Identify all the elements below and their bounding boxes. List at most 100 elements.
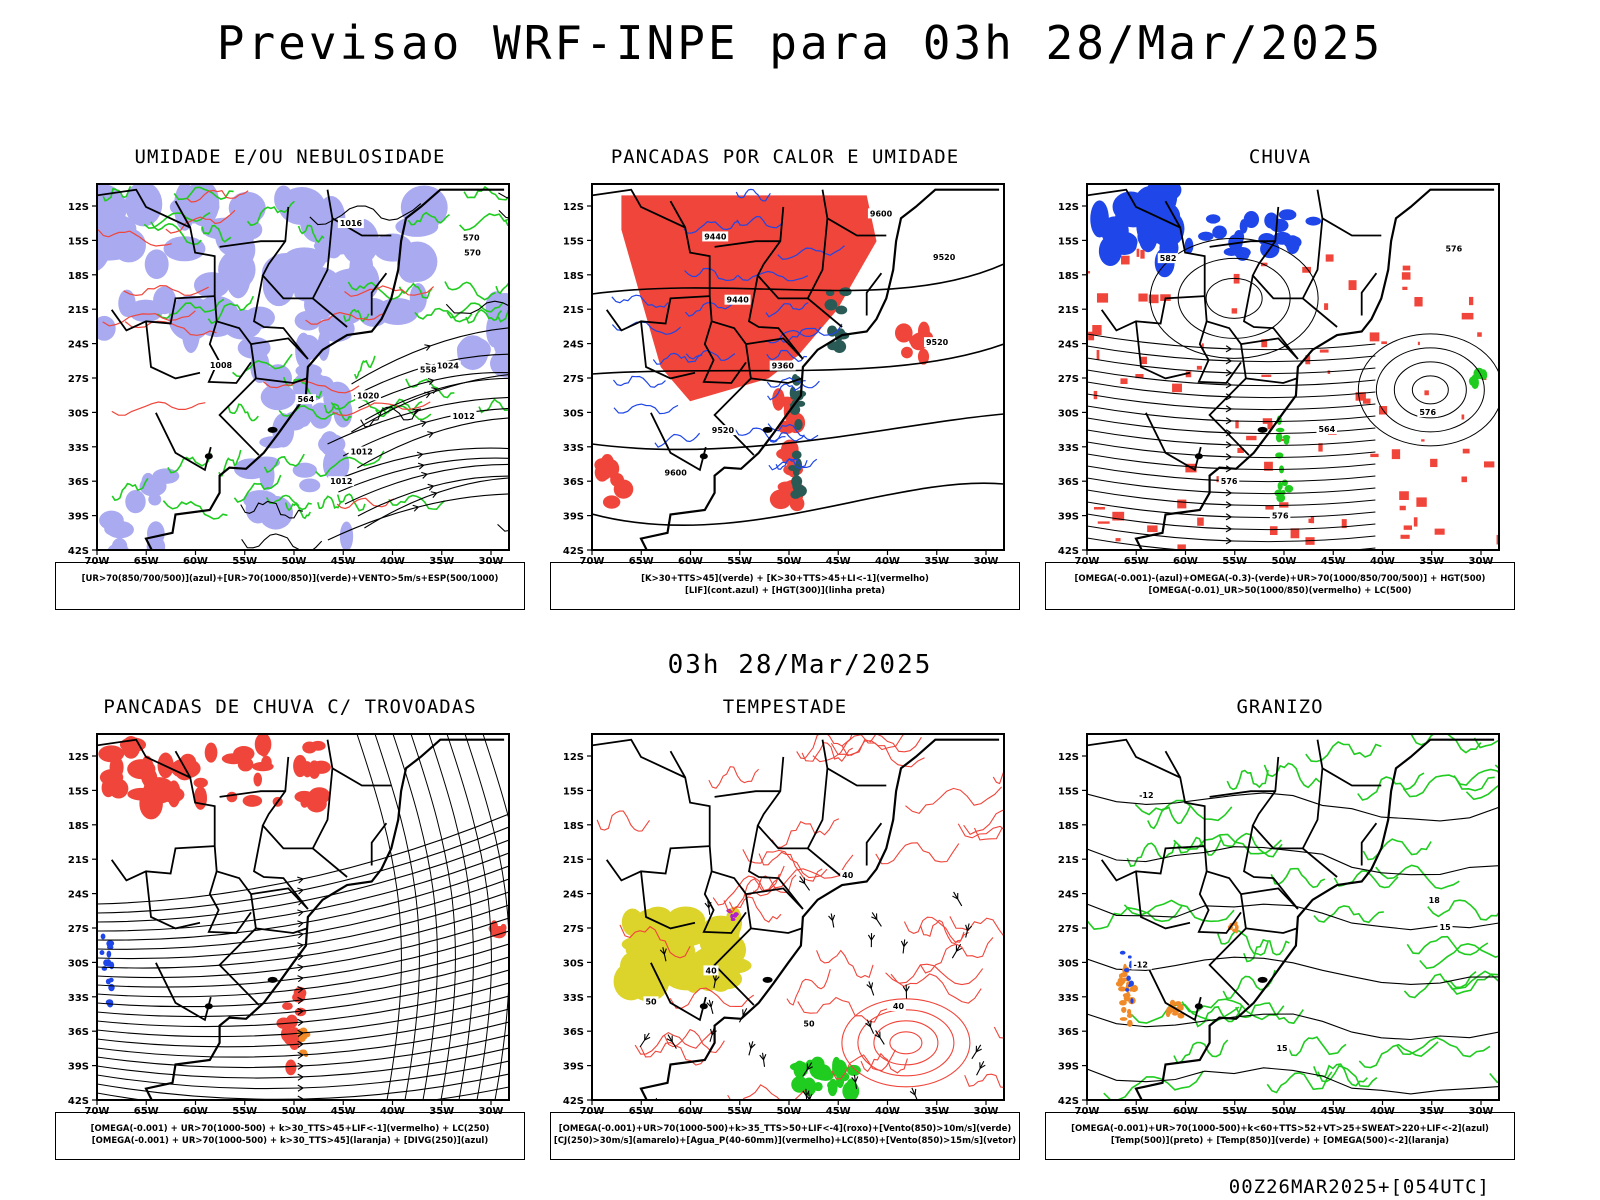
lifted-index-contour <box>613 403 679 415</box>
lagoon <box>1194 453 1203 460</box>
coastline <box>144 738 505 1100</box>
lifted-index-contour <box>735 188 771 202</box>
rain-area-red <box>1305 355 1311 365</box>
rain-area-red <box>1468 296 1474 306</box>
rain-area-red <box>1496 534 1499 545</box>
lon-tick-label: 70W <box>580 1106 605 1116</box>
wind-arrow <box>297 1040 304 1048</box>
lat-tick-label: 12S <box>1058 202 1079 213</box>
wind-arrow <box>955 945 962 952</box>
panel-title: UMIDADE E/OU NEBULOSIDADE <box>134 146 446 168</box>
border-line <box>312 297 348 328</box>
streamline <box>446 734 492 1100</box>
cyclone-contour <box>889 1031 923 1055</box>
humidity-area <box>222 309 262 340</box>
map-content <box>97 734 509 1100</box>
humidity-area <box>135 190 160 210</box>
lat-tick-label: 30S <box>68 408 89 419</box>
lifted-index-contour <box>766 349 808 363</box>
streamline <box>1087 381 1376 399</box>
lat-tick-label: 42S <box>68 546 89 557</box>
humidity-contour <box>388 494 446 511</box>
border-line <box>174 200 191 228</box>
temp500-contour <box>1087 903 1499 931</box>
lon-tick-label: 70W <box>85 1106 110 1116</box>
border-line <box>250 337 309 360</box>
border-line <box>1251 739 1324 850</box>
contour-label: 9600 <box>870 209 893 218</box>
rain-area-red <box>1087 271 1091 274</box>
humidity-area <box>493 326 509 358</box>
contour-label-bg <box>1137 789 1158 800</box>
ascent-area-blue <box>1269 218 1289 233</box>
contour-label: -12 <box>1139 791 1153 800</box>
wind-vector <box>748 1041 754 1056</box>
rain-area-red <box>1430 458 1438 468</box>
contour-label: 9440 <box>727 296 750 305</box>
temp850-contour <box>1181 998 1285 1021</box>
contour-label-bg <box>328 476 355 487</box>
wind-arrow <box>805 1093 813 1100</box>
contour-label-bg <box>702 231 729 242</box>
border-line <box>807 297 843 328</box>
wind-arrow <box>297 975 304 983</box>
temp850-contour <box>1270 867 1326 889</box>
border-line <box>1302 297 1338 328</box>
divergence-area-blue <box>103 959 110 967</box>
border-line <box>261 189 334 300</box>
thunderstorm-area-red <box>226 791 238 803</box>
wind-arrow <box>297 964 304 972</box>
rain-area-red <box>1370 453 1379 458</box>
border-line <box>110 295 215 332</box>
streamline <box>356 734 402 1100</box>
lc850-contour <box>830 740 925 768</box>
wind-arrow <box>430 491 438 498</box>
rain-area-red <box>1140 356 1147 365</box>
instability-area-green <box>827 325 838 337</box>
thickness-contour <box>344 285 435 297</box>
thunderstorm-area-red <box>306 795 327 813</box>
temp850-contour <box>1453 768 1499 786</box>
contour-label-bg <box>867 208 894 219</box>
legend-chuva: [OMEGA(-0.001)-(azul)+OMEGA(-0.3)-(verde… <box>1045 562 1515 610</box>
map-umidade: 1012 1012 1008 1016 1012 1020 1024 570 570 558 564… <box>68 183 510 566</box>
temp850-contour <box>1313 1063 1368 1087</box>
rain-area-red <box>1185 371 1192 378</box>
wind-arrow <box>297 920 304 928</box>
wind-streamline <box>336 447 509 481</box>
thunderstorm-area-red <box>242 794 263 807</box>
ascent-area-green <box>1275 427 1285 433</box>
lat-tick-label: 42S <box>1058 1096 1079 1107</box>
lc850-contour <box>841 734 922 757</box>
wind-arrow <box>748 1042 756 1049</box>
temp850-contour <box>1445 970 1499 990</box>
humidity-area <box>233 458 269 480</box>
border-line <box>747 275 804 360</box>
contour-label-bg <box>1131 959 1152 970</box>
main-title: Previsao WRF-INPE para 03h 28/Mar/2025 <box>216 16 1384 70</box>
lat-tick-label: 36S <box>1058 477 1079 488</box>
lon-tick-label: 65W <box>1124 556 1149 566</box>
wind850-area <box>846 1064 861 1076</box>
humidity-area <box>146 536 166 550</box>
pressure-contour <box>309 203 422 226</box>
contour-label-bg <box>434 360 461 371</box>
lc850-contour <box>708 766 759 789</box>
instability-area-green <box>832 340 847 354</box>
legend-line-2: [CJ(250)>30m/s](amarelo)+[Agua_P(40-60mm… <box>553 1136 1017 1146</box>
panel-granizo: GRANIZO -12 -12 15 15 18 12S 15S 18S 21S 24S 27S 30… <box>1045 696 1515 1176</box>
wind-arrow <box>909 1088 917 1096</box>
wind-arrow <box>412 504 419 512</box>
border-line <box>714 790 781 798</box>
instability-area-green <box>839 287 852 297</box>
pressure-contour <box>240 500 303 519</box>
lc850-contour <box>957 823 1004 839</box>
lifted-index-contour <box>767 380 806 401</box>
lat-tick-label: 15S <box>563 236 584 247</box>
border-line <box>1164 750 1181 778</box>
rain-area-red <box>1413 517 1418 527</box>
temp850-contour <box>1266 1071 1333 1094</box>
border-line <box>1135 321 1191 380</box>
border-line <box>1251 189 1324 300</box>
